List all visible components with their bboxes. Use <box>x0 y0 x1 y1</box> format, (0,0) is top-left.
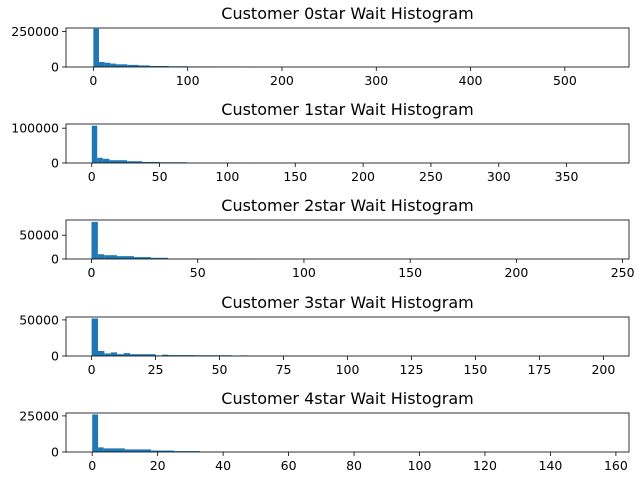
histogram-panel-0: Customer 0star Wait Histogram 0 100 200 300 4… <box>11 4 630 88</box>
x-tick-label: 100 <box>292 265 316 280</box>
histogram-bar <box>110 352 118 356</box>
x-tick-label: 100 <box>176 73 200 88</box>
x-tick-label: 0 <box>88 458 96 473</box>
x-tick-label: 200 <box>591 362 615 377</box>
x-tick-label: 0 <box>88 265 96 280</box>
x-tick-label: 400 <box>459 73 483 88</box>
histogram-bar <box>168 355 194 356</box>
histogram-bar <box>150 257 168 259</box>
x-tick-label: 0 <box>88 362 96 377</box>
histogram-bar <box>97 254 105 259</box>
x-tick-label: 0 <box>88 169 96 184</box>
y-tick-label: 250000 <box>11 24 59 39</box>
x-tick-label: 25 <box>148 362 164 377</box>
x-tick-label: 150 <box>283 169 307 184</box>
axes-frame <box>65 316 630 357</box>
x-tick-label: 50 <box>212 362 228 377</box>
histogram-bar <box>117 354 124 356</box>
x-tick-label: 150 <box>464 362 488 377</box>
x-tick-label: 100 <box>408 458 432 473</box>
histogram-bar <box>91 221 98 259</box>
histogram-bar <box>104 353 111 356</box>
x-tick-label: 200 <box>504 265 528 280</box>
x-tick-label: 200 <box>270 73 294 88</box>
histogram-bar <box>99 62 105 67</box>
x-tick-label: 60 <box>281 458 297 473</box>
histogram-bar <box>116 256 134 259</box>
histogram-panel-3: Customer 3star Wait Histogram 0 25 50 75 100 1… <box>19 293 630 377</box>
axes-frame <box>65 27 630 68</box>
histogram-bar <box>102 158 110 163</box>
histogram-bar <box>91 125 98 163</box>
histogram-bar <box>141 161 160 163</box>
y-tick-label: 0 <box>51 252 59 267</box>
histogram-bar <box>138 65 150 67</box>
x-tick-label: 50 <box>152 169 168 184</box>
x-tick-label: 20 <box>150 458 166 473</box>
histogram-bar <box>174 451 201 452</box>
histogram-bar <box>127 64 139 67</box>
histogram-bar <box>91 318 98 356</box>
x-tick-label: 40 <box>215 458 231 473</box>
x-tick-label: 100 <box>216 169 240 184</box>
x-tick-label: 100 <box>336 362 360 377</box>
y-tick-label: 0 <box>51 156 59 171</box>
x-tick-label: 160 <box>604 458 628 473</box>
x-tick-label: 120 <box>473 458 497 473</box>
y-tick-label: 100000 <box>11 121 59 136</box>
histogram-bar <box>110 63 116 67</box>
axes-frame <box>65 412 630 453</box>
axes-frame <box>65 123 630 164</box>
histogram-bar <box>124 449 152 452</box>
histogram-bar <box>129 354 156 356</box>
x-tick-label: 500 <box>553 73 577 88</box>
histogram-bar <box>97 350 105 356</box>
x-tick-label: 250 <box>419 169 443 184</box>
histogram-bar <box>93 28 100 67</box>
y-tick-label: 25000 <box>19 408 59 423</box>
histogram-panel-2: Customer 2star Wait Histogram 0 50 100 150 20… <box>19 196 634 280</box>
chart-title: Customer 4star Wait Histogram <box>221 389 473 408</box>
histogram-bar <box>133 257 151 259</box>
chart-title: Customer 2star Wait Histogram <box>221 196 473 215</box>
histogram-bar <box>97 157 103 163</box>
histogram-bar <box>109 160 128 163</box>
histogram-bar <box>103 448 125 452</box>
histogram-bar <box>104 62 111 67</box>
x-tick-label: 50 <box>190 265 206 280</box>
y-tick-label: 50000 <box>19 228 59 243</box>
x-tick-label: 0 <box>89 73 97 88</box>
x-tick-label: 140 <box>539 458 563 473</box>
histogram-bar <box>98 447 104 452</box>
histogram-bar <box>149 66 169 67</box>
x-tick-label: 200 <box>351 169 375 184</box>
histogram-bar <box>104 255 117 259</box>
histogram-panel-4: Customer 4star Wait Histogram 0 20 40 60 80 10… <box>19 389 630 473</box>
axes-frame <box>65 219 630 260</box>
histogram-bar <box>151 450 175 452</box>
x-tick-label: 175 <box>528 362 552 377</box>
x-tick-label: 350 <box>555 169 579 184</box>
histogram-bar <box>115 64 128 67</box>
histogram-panel-1: Customer 1star Wait Histogram 0 50 100 150 20… <box>11 100 630 184</box>
y-tick-label: 0 <box>51 349 59 364</box>
x-tick-label: 80 <box>346 458 362 473</box>
y-tick-label: 0 <box>51 60 59 75</box>
x-tick-label: 300 <box>487 169 511 184</box>
y-tick-label: 50000 <box>19 312 59 327</box>
y-tick-label: 0 <box>51 445 59 460</box>
histogram-bar <box>127 161 142 163</box>
x-tick-label: 75 <box>276 362 292 377</box>
x-tick-label: 150 <box>398 265 422 280</box>
histogram-bar <box>123 353 130 356</box>
x-tick-label: 125 <box>400 362 424 377</box>
chart-title: Customer 3star Wait Histogram <box>221 293 473 312</box>
x-tick-label: 250 <box>611 265 635 280</box>
chart-title: Customer 1star Wait Histogram <box>221 100 473 119</box>
x-tick-label: 300 <box>364 73 388 88</box>
histogram-bar <box>161 354 169 356</box>
histogram-bar <box>92 414 99 452</box>
chart-title: Customer 0star Wait Histogram <box>221 4 473 23</box>
